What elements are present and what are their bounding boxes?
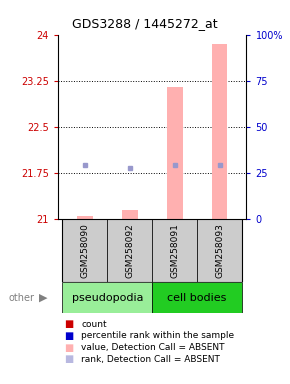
Bar	[167, 87, 182, 219]
Text: GSM258090: GSM258090	[80, 223, 89, 278]
Text: ■: ■	[64, 354, 73, 364]
Bar	[77, 216, 93, 219]
Bar	[107, 219, 152, 282]
Text: ■: ■	[64, 343, 73, 353]
Text: ▶: ▶	[39, 293, 48, 303]
Text: ■: ■	[64, 331, 73, 341]
Bar	[152, 219, 197, 282]
Bar	[197, 219, 242, 282]
Text: pseudopodia: pseudopodia	[72, 293, 143, 303]
Bar	[122, 210, 138, 219]
Text: value, Detection Call = ABSENT: value, Detection Call = ABSENT	[81, 343, 225, 352]
Text: count: count	[81, 320, 107, 329]
Bar	[62, 282, 152, 313]
Text: ■: ■	[64, 319, 73, 329]
Bar	[152, 282, 242, 313]
Bar	[212, 44, 227, 219]
Text: GSM258091: GSM258091	[170, 223, 179, 278]
Text: rank, Detection Call = ABSENT: rank, Detection Call = ABSENT	[81, 354, 220, 364]
Text: GSM258093: GSM258093	[215, 223, 224, 278]
Text: percentile rank within the sample: percentile rank within the sample	[81, 331, 234, 341]
Bar	[62, 219, 107, 282]
Text: GSM258092: GSM258092	[125, 223, 134, 278]
Text: other: other	[9, 293, 35, 303]
Text: GDS3288 / 1445272_at: GDS3288 / 1445272_at	[72, 17, 218, 30]
Text: cell bodies: cell bodies	[167, 293, 227, 303]
